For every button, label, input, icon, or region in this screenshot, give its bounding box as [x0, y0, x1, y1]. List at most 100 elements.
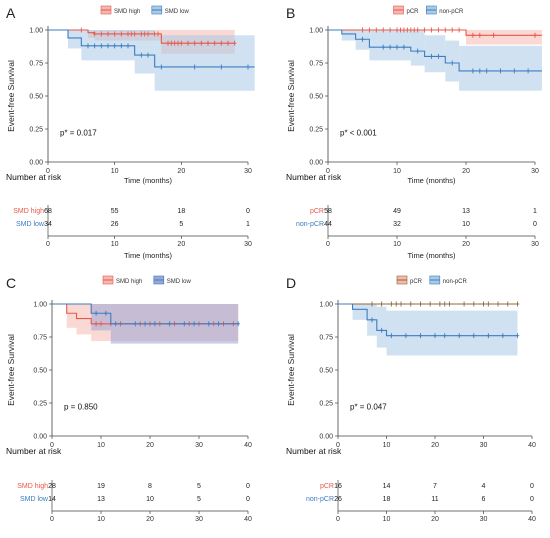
y-tick-label: 0.25 [319, 401, 333, 408]
y-tick-label: 0.50 [29, 94, 43, 101]
x-tick-label: 30 [531, 168, 539, 175]
risk-value: 5 [179, 221, 183, 228]
risk-x-tick-label: 0 [336, 516, 340, 523]
legend-label: pCR [407, 9, 420, 15]
risk-value: 5 [197, 483, 201, 490]
x-tick-label: 0 [336, 442, 340, 449]
panel-c: C SMD high SMD low 0.00 0.25 0.50 0.75 1.00 0 10 2… [6, 275, 252, 523]
risk-x-axis-title: Time (months) [124, 251, 173, 260]
panel-letter: B [286, 5, 295, 21]
risk-value: 0 [530, 496, 534, 503]
risk-table-title: Number at risk [6, 446, 62, 456]
risk-x-tick-label: 20 [431, 516, 439, 523]
risk-value: 13 [97, 496, 105, 503]
legend-label: non-pCR [439, 9, 464, 15]
risk-value: 8 [148, 483, 152, 490]
ci-band-1 [66, 304, 77, 328]
risk-row-label: pCR [320, 483, 334, 490]
ci-band-2 [424, 35, 446, 73]
legend-label: SMD high [116, 279, 142, 285]
x-tick-label: 40 [244, 442, 252, 449]
y-tick-label: 1.00 [29, 28, 43, 35]
x-tick-label: 0 [326, 168, 330, 175]
ci-band-2 [410, 30, 425, 66]
risk-value: 6 [482, 496, 486, 503]
p-value: p* = 0.047 [350, 403, 387, 412]
risk-value: 14 [383, 483, 391, 490]
risk-row-label: SMD high [17, 483, 48, 490]
x-tick-label: 0 [46, 168, 50, 175]
x-tick-label: 10 [97, 442, 105, 449]
risk-x-tick-label: 20 [146, 516, 154, 523]
x-tick-label: 30 [480, 442, 488, 449]
risk-value: 10 [462, 221, 470, 228]
risk-row-label: pCR [310, 208, 324, 215]
risk-x-tick-label: 20 [177, 241, 185, 248]
risk-x-tick-label: 40 [528, 516, 536, 523]
risk-value: 32 [393, 221, 401, 228]
p-value: p* < 0.001 [340, 129, 377, 138]
panel-letter: A [6, 5, 16, 21]
risk-value: 18 [177, 208, 185, 215]
risk-x-tick-label: 10 [97, 516, 105, 523]
x-tick-label: 20 [177, 168, 185, 175]
risk-value: 0 [246, 208, 250, 215]
risk-x-axis-title: Time (months) [407, 251, 456, 260]
panel-letter: D [286, 275, 296, 291]
y-tick-label: 0.25 [33, 401, 47, 408]
ci-band-2 [376, 306, 387, 348]
risk-x-tick-label: 10 [393, 241, 401, 248]
y-tick-label: 0.50 [33, 368, 47, 375]
legend-label: pCR [410, 279, 423, 285]
risk-value: 1 [533, 208, 537, 215]
risk-row-label: non-pCR [296, 221, 324, 228]
y-tick-label: 0.25 [309, 127, 323, 134]
x-tick-label: 20 [146, 442, 154, 449]
legend-label: SMD low [167, 279, 192, 285]
ci-band-1 [466, 30, 542, 45]
risk-x-tick-label: 30 [244, 241, 252, 248]
y-tick-label: 0.75 [319, 335, 333, 342]
risk-x-tick-label: 0 [46, 241, 50, 248]
y-tick-label: 0.00 [309, 160, 323, 167]
risk-x-tick-label: 30 [195, 516, 203, 523]
risk-value: 0 [533, 221, 537, 228]
y-tick-label: 0.75 [309, 61, 323, 68]
y-tick-label: 0.00 [29, 160, 43, 167]
legend: pCR non-pCR [393, 5, 464, 15]
risk-value: 55 [111, 208, 119, 215]
risk-value: 11 [431, 496, 438, 503]
ci-band-2 [341, 30, 356, 41]
risk-row-label: SMD low [20, 496, 49, 503]
ci-band-2 [68, 30, 82, 49]
risk-value: 13 [462, 208, 470, 215]
legend-label: non-pCR [443, 279, 468, 285]
risk-value: 5 [197, 496, 201, 503]
legend: pCR non-pCR [396, 275, 468, 285]
risk-value: 19 [97, 483, 105, 490]
risk-x-tick-label: 20 [462, 241, 470, 248]
risk-x-tick-label: 10 [383, 516, 391, 523]
ci-band-2 [134, 30, 155, 74]
x-tick-label: 0 [50, 442, 54, 449]
ci-band-2 [352, 304, 368, 320]
legend-label: SMD high [114, 9, 140, 15]
ci-band-1 [76, 304, 92, 335]
risk-value: 4 [482, 483, 486, 490]
risk-value: 0 [246, 483, 250, 490]
x-tick-label: 10 [383, 442, 391, 449]
x-tick-label: 40 [528, 442, 536, 449]
risk-table-title: Number at risk [6, 172, 62, 182]
y-tick-label: 0.25 [29, 127, 43, 134]
y-tick-label: 0.75 [29, 61, 43, 68]
p-value: p* = 0.017 [60, 129, 97, 138]
risk-value: 10 [146, 496, 154, 503]
y-tick-label: 0.00 [319, 434, 333, 441]
risk-value: 7 [433, 483, 437, 490]
risk-value: 26 [111, 221, 119, 228]
legend: SMD high SMD low [102, 275, 192, 285]
ci-band-2 [459, 45, 542, 91]
x-axis-title: Time (months) [124, 176, 173, 185]
risk-x-tick-label: 0 [50, 516, 54, 523]
